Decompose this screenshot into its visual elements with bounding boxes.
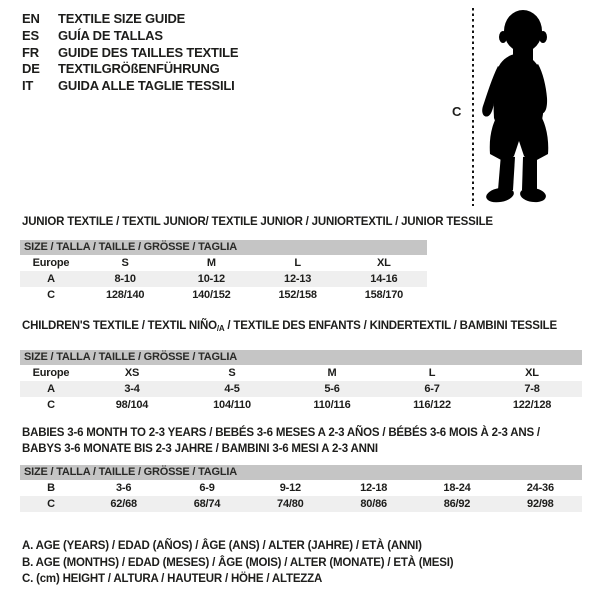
title-text: CHILDREN'S TEXTILE / TEXTIL NIÑO — [22, 320, 217, 332]
language-code: FR — [22, 44, 39, 60]
row-label: C — [47, 498, 55, 510]
height-dotted-line — [472, 8, 474, 206]
table-cell: L — [428, 367, 436, 379]
baby-silhouette-icon — [482, 10, 549, 203]
table-cell: 62/68 — [110, 498, 137, 510]
babies-size-table: B 3-6 6-9 9-12 12-18 18-24 24-36 C 62/68… — [20, 480, 582, 512]
table-row: B 3-6 6-9 9-12 12-18 18-24 24-36 — [20, 480, 582, 496]
table-cell: 122/128 — [512, 399, 552, 411]
footnote-a: A. AGE (YEARS) / EDAD (AÑOS) / ÂGE (ANS)… — [22, 540, 422, 552]
title-line-2: BABYS 3-6 MONATE BIS 2-3 JAHRE / BAMBINI… — [22, 443, 378, 455]
table-cell: 116/122 — [413, 399, 451, 411]
table-cell: 3-4 — [124, 383, 140, 395]
table-cell: 4-5 — [224, 383, 240, 395]
row-label: B — [47, 482, 55, 494]
babies-textile-section: BABIES 3-6 MONTH TO 2-3 YEARS / BEBÉS 3-… — [20, 425, 582, 512]
table-cell: XL — [525, 367, 539, 379]
section-title-junior: JUNIOR TEXTILE / TEXTIL JUNIOR/ TEXTILE … — [22, 216, 493, 228]
table-row: C 62/68 68/74 74/80 80/86 86/92 92/98 — [20, 496, 582, 512]
list-item: DE TEXTILGRÖßENFÜHRUNG — [22, 61, 238, 78]
table-cell: 8-10 — [114, 273, 136, 285]
table-cell: 3-6 — [116, 482, 132, 494]
list-item: FR GUIDE DES TAILLES TEXTILE — [22, 44, 239, 62]
height-measure-label: C — [452, 104, 462, 119]
table-cell: 12-13 — [284, 273, 312, 285]
table-cell: 6-7 — [424, 383, 440, 395]
table-row: Europe XS S M L XL — [20, 365, 582, 381]
table-row: A 8-10 10-12 12-13 14-16 — [20, 271, 427, 287]
legend-footnotes: A. AGE (YEARS) / EDAD (AÑOS) / ÂGE (ANS)… — [22, 538, 454, 588]
row-label: A — [47, 383, 55, 395]
title-text: / TEXTILE DES ENFANTS / KINDERTEXTIL / B… — [224, 320, 557, 332]
table-cell: 98/104 — [115, 399, 149, 411]
guide-title: GUÍA DE TALLAS — [58, 27, 163, 43]
table-cell: 14-16 — [370, 273, 398, 285]
table-row: Europe S M L XL — [20, 255, 427, 271]
size-table-header: SIZE / TALLA / TAILLE / GRÖSSE / TAGLIA — [20, 350, 582, 365]
table-cell: XS — [124, 367, 140, 379]
language-code: EN — [22, 11, 40, 26]
title-line-1: BABIES 3-6 MONTH TO 2-3 YEARS / BEBÉS 3-… — [22, 427, 540, 439]
table-cell: 152/158 — [278, 289, 317, 301]
table-cell: 86/92 — [443, 498, 471, 510]
footnote-b: B. AGE (MONTHS) / EDAD (MESES) / ÂGE (MO… — [22, 556, 454, 569]
children-size-table: Europe XS S M L XL A 3-4 4-5 5-6 6-7 7-8… — [20, 365, 582, 413]
row-label: Europe — [32, 367, 70, 379]
title-subscript: /A — [216, 324, 225, 333]
junior-textile-section: JUNIOR TEXTILE / TEXTIL JUNIOR/ TEXTILE … — [20, 214, 493, 303]
table-cell: XL — [377, 257, 391, 269]
table-cell: 110/116 — [313, 399, 351, 411]
language-code: ES — [22, 27, 39, 43]
table-cell: 68/74 — [193, 498, 221, 510]
list-item: EN TEXTILE SIZE GUIDE — [22, 11, 238, 28]
table-cell: 104/110 — [213, 399, 251, 411]
table-cell: 140/152 — [192, 289, 231, 301]
table-cell: 158/170 — [364, 289, 404, 301]
guide-title: TEXTILE SIZE GUIDE — [58, 11, 186, 26]
guide-title: TEXTILGRÖßENFÜHRUNG — [58, 61, 220, 77]
table-cell: M — [206, 257, 216, 269]
table-cell: 24-36 — [526, 482, 554, 494]
table-cell: S — [228, 367, 236, 379]
table-cell: 7-8 — [524, 383, 540, 395]
language-code: IT — [22, 78, 34, 94]
language-title-list: EN TEXTILE SIZE GUIDE ES GUÍA DE TALLAS … — [22, 11, 239, 95]
table-cell: 5-6 — [324, 383, 340, 395]
table-cell: M — [327, 367, 337, 379]
list-item: ES GUÍA DE TALLAS — [22, 28, 238, 45]
row-label: C — [47, 289, 55, 301]
table-cell: S — [121, 257, 129, 269]
table-cell: 128/140 — [105, 289, 145, 301]
table-cell: 18-24 — [443, 482, 471, 494]
section-title-children: CHILDREN'S TEXTILE / TEXTIL NIÑO/A / TEX… — [22, 318, 582, 337]
table-cell: 12-18 — [360, 482, 388, 494]
guide-title: GUIDE DES TAILLES TEXTILE — [58, 44, 239, 60]
table-cell: 9-12 — [279, 482, 301, 494]
row-label: A — [47, 273, 55, 285]
children-textile-section: CHILDREN'S TEXTILE / TEXTIL NIÑO/A / TEX… — [20, 318, 582, 413]
table-cell: 80/86 — [360, 498, 387, 510]
table-cell: L — [294, 257, 301, 269]
table-row: C 98/104 104/110 110/116 116/122 122/128 — [20, 397, 582, 413]
size-table-header: SIZE / TALLA / TAILLE / GRÖSSE / TAGLIA — [20, 465, 582, 480]
footnote-c: C. (cm) HEIGHT / ALTURA / HAUTEUR / HÖHE… — [22, 573, 323, 585]
guide-title: GUIDA ALLE TAGLIE TESSILI — [58, 78, 235, 94]
table-row: C 128/140 140/152 152/158 158/170 — [20, 287, 427, 303]
list-item: IT GUIDA ALLE TAGLIE TESSILI — [22, 78, 238, 95]
table-cell: 10-12 — [197, 273, 225, 285]
size-table-header: SIZE / TALLA / TAILLE / GRÖSSE / TAGLIA — [20, 240, 427, 255]
section-title-babies: BABIES 3-6 MONTH TO 2-3 YEARS / BEBÉS 3-… — [20, 425, 582, 457]
table-cell: 92/98 — [527, 498, 554, 510]
table-cell: 74/80 — [277, 498, 304, 510]
junior-size-table: Europe S M L XL A 8-10 10-12 12-13 14-16… — [20, 255, 427, 303]
row-label: Europe — [32, 257, 70, 269]
table-row: A 3-4 4-5 5-6 6-7 7-8 — [20, 381, 582, 397]
row-label: C — [47, 399, 55, 411]
table-cell: 6-9 — [199, 482, 215, 494]
language-code: DE — [22, 61, 40, 77]
